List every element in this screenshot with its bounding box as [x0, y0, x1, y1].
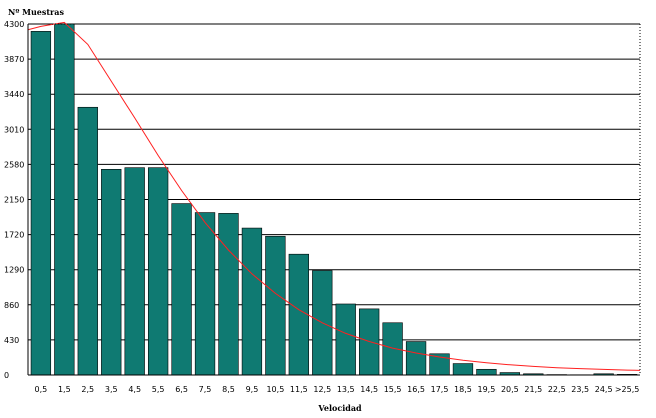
x-tick-label: 12,5	[313, 385, 331, 394]
bar	[77, 106, 98, 376]
y-tick-label: 2150	[4, 196, 24, 205]
bar	[194, 212, 216, 376]
y-tick-label: 2580	[4, 160, 24, 169]
y-tick-label: 3440	[4, 90, 24, 99]
y-tick-label: 0	[4, 371, 9, 380]
x-tick-label: 20,5	[501, 385, 519, 394]
bar	[382, 322, 403, 376]
bar	[147, 167, 169, 376]
bar	[241, 227, 263, 376]
x-tick-label: 15,5	[384, 385, 402, 394]
bar-series	[30, 23, 638, 376]
x-tick-label: 23,5	[571, 385, 589, 394]
x-tick-label: 9,5	[246, 385, 259, 394]
x-tick-label: 11,5	[290, 385, 308, 394]
curve-line	[27, 21, 641, 371]
y-axis-title: Nº Muestras	[8, 7, 64, 17]
bar	[265, 235, 286, 376]
y-tick-label: 1290	[4, 266, 24, 275]
x-tick-label: 13,5	[337, 385, 355, 394]
x-tick-label: 19,5	[478, 385, 496, 394]
bar	[101, 168, 122, 376]
x-tick-label: 18,5	[454, 385, 472, 394]
y-tick-label: 4300	[4, 20, 24, 29]
y-tick-label: 1720	[4, 231, 24, 240]
bar	[124, 167, 145, 376]
bar	[452, 363, 474, 376]
x-tick-label: 6,5	[175, 385, 188, 394]
x-axis-title: Velocidad	[317, 403, 362, 413]
x-tick-label: 10,5	[266, 385, 284, 394]
fitted-curve	[27, 21, 641, 371]
x-tick-label: 5,5	[152, 385, 165, 394]
x-tick-label: 7,5	[199, 385, 212, 394]
x-tick-label: >25,5	[615, 385, 640, 394]
x-tick-label: 2,5	[81, 385, 94, 394]
bar	[288, 253, 309, 376]
x-tick-labels: 0,5 1,5 2,5 3,5 4,5 5,5 6,5 7,5 8,5 9,5 10,5 11,5 12…	[35, 385, 640, 394]
x-tick-label: 22,5	[548, 385, 566, 394]
y-tick-label: 860	[4, 301, 19, 310]
bar	[171, 203, 192, 376]
x-tick-label: 8,5	[222, 385, 235, 394]
y-tick-labels: 0 430 860 1290 1720 2150 2580 3010 3440 3870 4300	[4, 20, 24, 380]
x-tick-label: 4,5	[128, 385, 141, 394]
bar	[30, 31, 52, 376]
x-tick-label: 24,5	[595, 385, 613, 394]
bar	[335, 303, 356, 376]
x-tick-label: 3,5	[105, 385, 118, 394]
x-tick-label: 0,5	[35, 385, 48, 394]
bar	[405, 341, 427, 376]
y-tick-label: 3870	[4, 55, 24, 64]
bar	[218, 213, 239, 376]
bar	[476, 368, 497, 376]
x-tick-label: 14,5	[360, 385, 378, 394]
x-tick-label: 1,5	[58, 385, 71, 394]
plot-frame	[27, 23, 641, 376]
y-tick-label: 3010	[4, 125, 24, 134]
x-tick-label: 16,5	[407, 385, 425, 394]
bar	[54, 23, 75, 376]
x-tick-label: 17,5	[431, 385, 449, 394]
x-tick-label: 21,5	[524, 385, 542, 394]
y-tick-label: 430	[4, 336, 19, 345]
